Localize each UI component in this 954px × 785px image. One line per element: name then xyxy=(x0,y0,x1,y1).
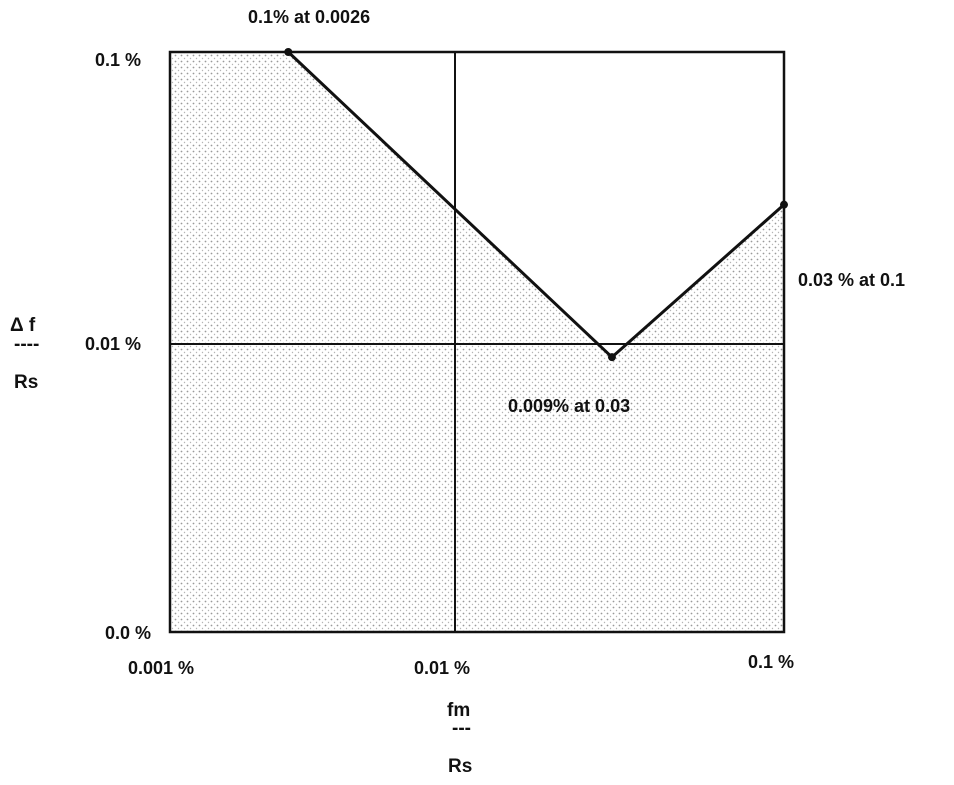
x-tick-label-mid: 0.01 % xyxy=(414,658,471,678)
x-tick-label-left: 0.001 % xyxy=(128,658,195,678)
x-tick-label-right: 0.1 % xyxy=(748,652,795,672)
shaded-region xyxy=(170,52,784,632)
y-tick-label-top: 0.1 % xyxy=(95,50,142,70)
x-axis-label-numerator: fm xyxy=(447,700,471,721)
plot-border xyxy=(168,50,786,634)
y-axis-label-denominator: Rs xyxy=(14,372,39,393)
annotation-point-3: 0.03 % at 0.1 xyxy=(798,270,906,290)
series-line xyxy=(284,48,788,362)
y-axis-label-bar: ---- xyxy=(14,334,40,355)
data-point-3 xyxy=(780,200,788,209)
annotation-point-2: 0.009% at 0.03 xyxy=(508,396,631,416)
y-axis-label-numerator: Δ f xyxy=(10,315,36,336)
data-point-2 xyxy=(607,353,616,362)
x-axis-label-denominator: Rs xyxy=(448,756,473,777)
gridlines xyxy=(170,52,784,632)
y-tick-label-mid: 0.01 % xyxy=(85,334,142,354)
plot-frame xyxy=(168,50,786,634)
x-axis-label-bar: --- xyxy=(452,718,471,739)
annotation-point-1: 0.1% at 0.0026 xyxy=(248,7,371,27)
data-point-1 xyxy=(284,48,293,56)
y-tick-label-bottom: 0.0 % xyxy=(105,623,152,643)
shaded-area xyxy=(170,52,784,632)
